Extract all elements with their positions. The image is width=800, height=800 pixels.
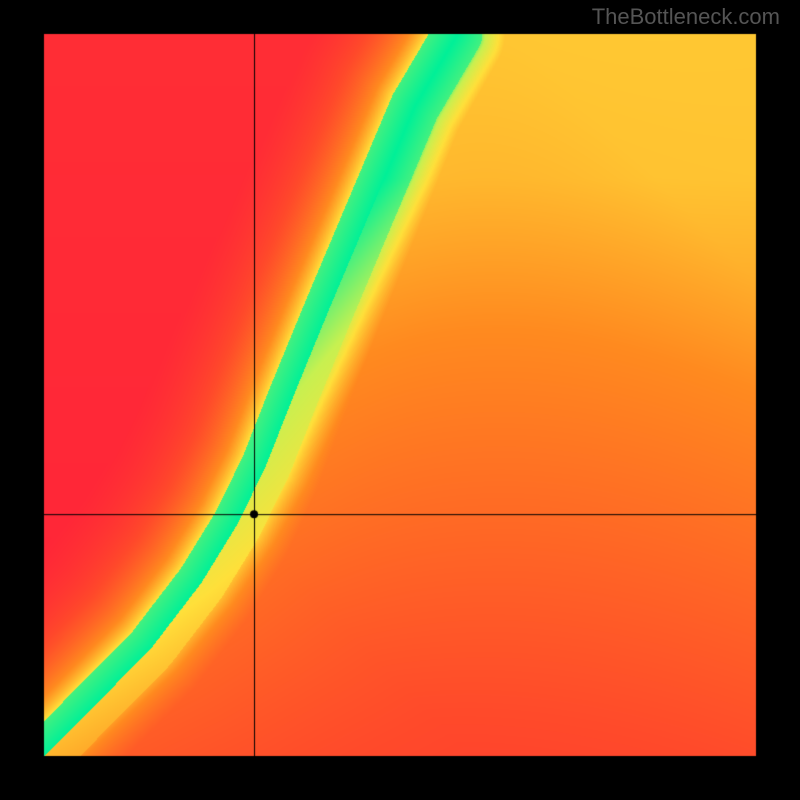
heatmap-canvas <box>0 0 800 800</box>
chart-container: TheBottleneck.com <box>0 0 800 800</box>
watermark-text: TheBottleneck.com <box>592 4 780 30</box>
